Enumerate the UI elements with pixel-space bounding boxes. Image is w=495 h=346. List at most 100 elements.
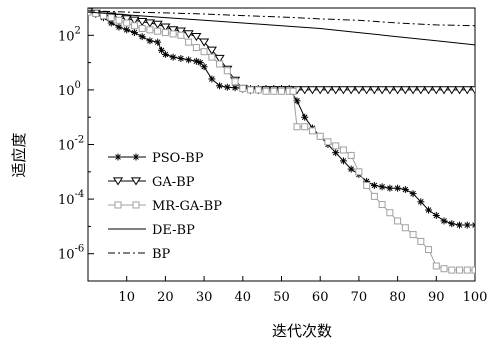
data-point bbox=[370, 181, 378, 189]
data-point bbox=[160, 23, 171, 32]
data-point bbox=[338, 86, 349, 95]
data-point bbox=[168, 26, 179, 35]
data-point bbox=[231, 78, 239, 86]
data-point bbox=[169, 30, 177, 38]
data-point bbox=[107, 19, 115, 27]
data-point bbox=[299, 86, 310, 95]
y-axis-title: 适应度 bbox=[10, 132, 28, 177]
data-point bbox=[425, 206, 433, 214]
data-point bbox=[394, 217, 402, 225]
data-point bbox=[417, 237, 425, 245]
y-tick-base: 10 bbox=[58, 29, 75, 44]
series-bp bbox=[88, 10, 475, 27]
data-point bbox=[270, 87, 278, 95]
legend-label: PSO-BP bbox=[152, 151, 204, 166]
data-point bbox=[417, 198, 425, 206]
data-point bbox=[330, 86, 341, 95]
data-point bbox=[278, 87, 285, 95]
data-point bbox=[301, 113, 309, 121]
data-point bbox=[462, 86, 473, 95]
series-line bbox=[88, 11, 475, 46]
legend-label: MR-GA-BP bbox=[152, 199, 222, 214]
data-point bbox=[152, 20, 163, 29]
series-line bbox=[88, 11, 475, 271]
data-point bbox=[432, 262, 440, 270]
data-point bbox=[154, 27, 162, 35]
data-point bbox=[144, 19, 156, 28]
data-point bbox=[223, 83, 231, 91]
legend-item: MR-GA-BP bbox=[108, 199, 222, 214]
data-point bbox=[425, 246, 433, 254]
data-point bbox=[239, 85, 247, 93]
x-tick-label: 10 bbox=[118, 290, 135, 305]
data-point bbox=[114, 153, 122, 161]
y-tick-exponent: -4 bbox=[75, 189, 85, 200]
data-point bbox=[262, 87, 270, 95]
data-point bbox=[129, 16, 140, 25]
data-point bbox=[332, 142, 340, 150]
legend: PSO-BP GA-BP MR-GA-BP DE-BP BP bbox=[108, 151, 222, 262]
data-point bbox=[191, 33, 202, 42]
data-point bbox=[386, 184, 394, 192]
y-tick-label: 100 bbox=[58, 80, 81, 99]
data-point bbox=[363, 181, 371, 189]
data-point bbox=[322, 86, 334, 95]
y-tick-base: 10 bbox=[58, 139, 75, 154]
data-point bbox=[347, 165, 355, 173]
x-tick-label: 20 bbox=[157, 290, 174, 305]
data-point bbox=[301, 123, 309, 131]
data-point bbox=[200, 63, 208, 71]
data-point bbox=[446, 86, 457, 95]
y-tick-exponent: 2 bbox=[75, 25, 81, 36]
data-point bbox=[431, 86, 442, 95]
data-point bbox=[130, 29, 138, 37]
y-tick-label: 102 bbox=[58, 25, 81, 44]
data-point bbox=[454, 86, 465, 95]
data-point bbox=[347, 151, 355, 159]
data-point bbox=[463, 266, 471, 274]
data-point bbox=[223, 67, 231, 75]
data-point bbox=[469, 86, 475, 95]
data-point bbox=[440, 265, 448, 273]
data-point bbox=[401, 224, 409, 232]
series-mr-ga-bp bbox=[88, 8, 475, 274]
data-point bbox=[146, 26, 154, 34]
series-line bbox=[88, 10, 475, 27]
data-point bbox=[448, 266, 456, 274]
data-point bbox=[315, 86, 326, 95]
data-point bbox=[161, 50, 169, 58]
series-line bbox=[88, 11, 475, 226]
data-point bbox=[392, 86, 403, 95]
data-point bbox=[130, 177, 142, 186]
x-tick-label: 80 bbox=[389, 290, 406, 305]
data-point bbox=[456, 221, 464, 229]
data-point bbox=[206, 46, 217, 55]
data-point bbox=[440, 217, 448, 225]
data-point bbox=[339, 146, 347, 154]
x-tick-label: 40 bbox=[235, 290, 252, 305]
data-point bbox=[132, 153, 140, 161]
data-point bbox=[154, 38, 162, 46]
data-point bbox=[216, 60, 224, 68]
data-point bbox=[123, 26, 131, 34]
data-point bbox=[198, 38, 210, 47]
data-point bbox=[361, 86, 372, 95]
data-point bbox=[353, 86, 365, 95]
series-de-bp bbox=[88, 11, 475, 46]
data-point bbox=[247, 86, 255, 94]
data-point bbox=[183, 30, 194, 39]
data-point bbox=[415, 86, 426, 95]
data-point bbox=[378, 183, 386, 191]
data-point bbox=[448, 220, 456, 228]
legend-label: DE-BP bbox=[152, 223, 195, 238]
data-point bbox=[137, 18, 148, 27]
series-pso-bp bbox=[88, 8, 475, 229]
x-tick-label: 90 bbox=[428, 290, 445, 305]
x-tick-label: 70 bbox=[351, 290, 368, 305]
data-point bbox=[346, 86, 357, 95]
y-tick-label: 10-6 bbox=[58, 244, 84, 263]
data-point bbox=[471, 221, 475, 229]
y-tick-exponent: 0 bbox=[75, 80, 81, 91]
legend-item: PSO-BP bbox=[108, 151, 204, 166]
